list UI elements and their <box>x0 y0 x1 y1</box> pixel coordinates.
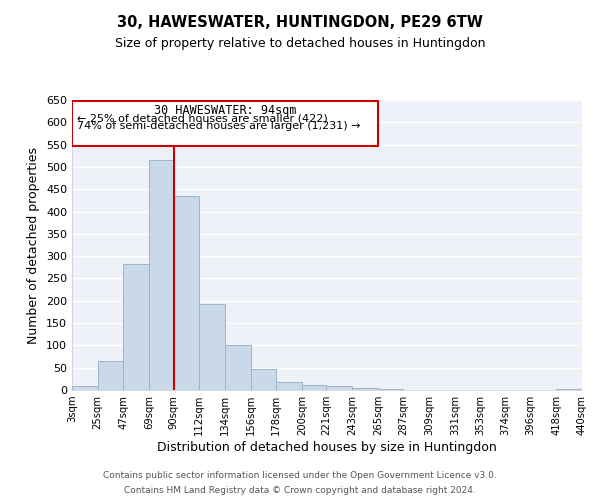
Text: Size of property relative to detached houses in Huntingdon: Size of property relative to detached ho… <box>115 38 485 51</box>
Bar <box>98 361 124 390</box>
Bar <box>149 160 173 390</box>
Text: 30 HAWESWATER: 94sqm: 30 HAWESWATER: 94sqm <box>154 104 296 118</box>
Text: 74% of semi-detached houses are larger (1,231) →: 74% of semi-detached houses are larger (… <box>77 121 360 131</box>
Bar <box>352 388 378 390</box>
Bar <box>199 304 225 390</box>
Bar <box>124 264 149 390</box>
Text: Contains HM Land Registry data © Crown copyright and database right 2024.: Contains HM Land Registry data © Crown c… <box>124 486 476 495</box>
Bar <box>251 370 276 390</box>
Bar <box>302 384 326 390</box>
Bar <box>276 382 302 390</box>
X-axis label: Distribution of detached houses by size in Huntingdon: Distribution of detached houses by size … <box>157 441 497 454</box>
Y-axis label: Number of detached properties: Number of detached properties <box>28 146 40 344</box>
Text: Contains public sector information licensed under the Open Government Licence v3: Contains public sector information licen… <box>103 471 497 480</box>
Bar <box>225 345 251 390</box>
Bar <box>326 386 352 390</box>
Bar <box>378 388 403 390</box>
Text: 30, HAWESWATER, HUNTINGDON, PE29 6TW: 30, HAWESWATER, HUNTINGDON, PE29 6TW <box>117 15 483 30</box>
Bar <box>173 196 199 390</box>
Bar <box>556 388 582 390</box>
FancyBboxPatch shape <box>72 101 378 146</box>
Text: ← 25% of detached houses are smaller (422): ← 25% of detached houses are smaller (42… <box>77 114 328 124</box>
Bar <box>72 386 98 390</box>
